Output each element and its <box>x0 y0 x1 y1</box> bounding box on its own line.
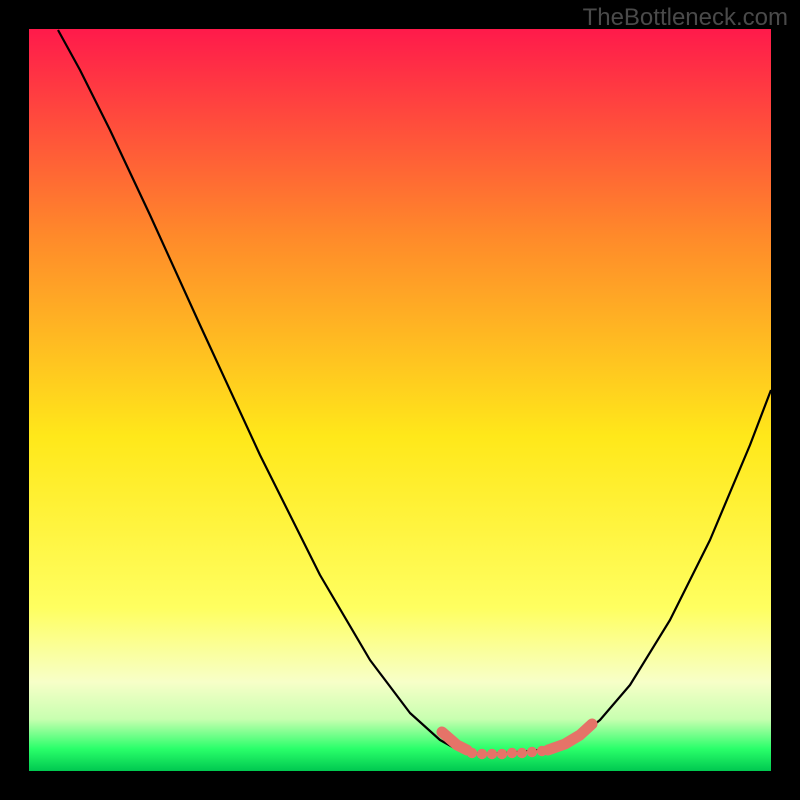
plot-background <box>29 29 771 771</box>
chart-container: TheBottleneck.com <box>0 0 800 800</box>
coral-dot <box>467 748 477 758</box>
coral-dot <box>497 749 507 759</box>
coral-dot <box>487 749 497 759</box>
watermark-text: TheBottleneck.com <box>583 4 788 32</box>
coral-dot <box>477 749 487 759</box>
coral-dot <box>507 748 517 758</box>
coral-dot <box>527 747 537 757</box>
bottleneck-curve-chart <box>0 0 800 800</box>
coral-dot <box>517 748 527 758</box>
